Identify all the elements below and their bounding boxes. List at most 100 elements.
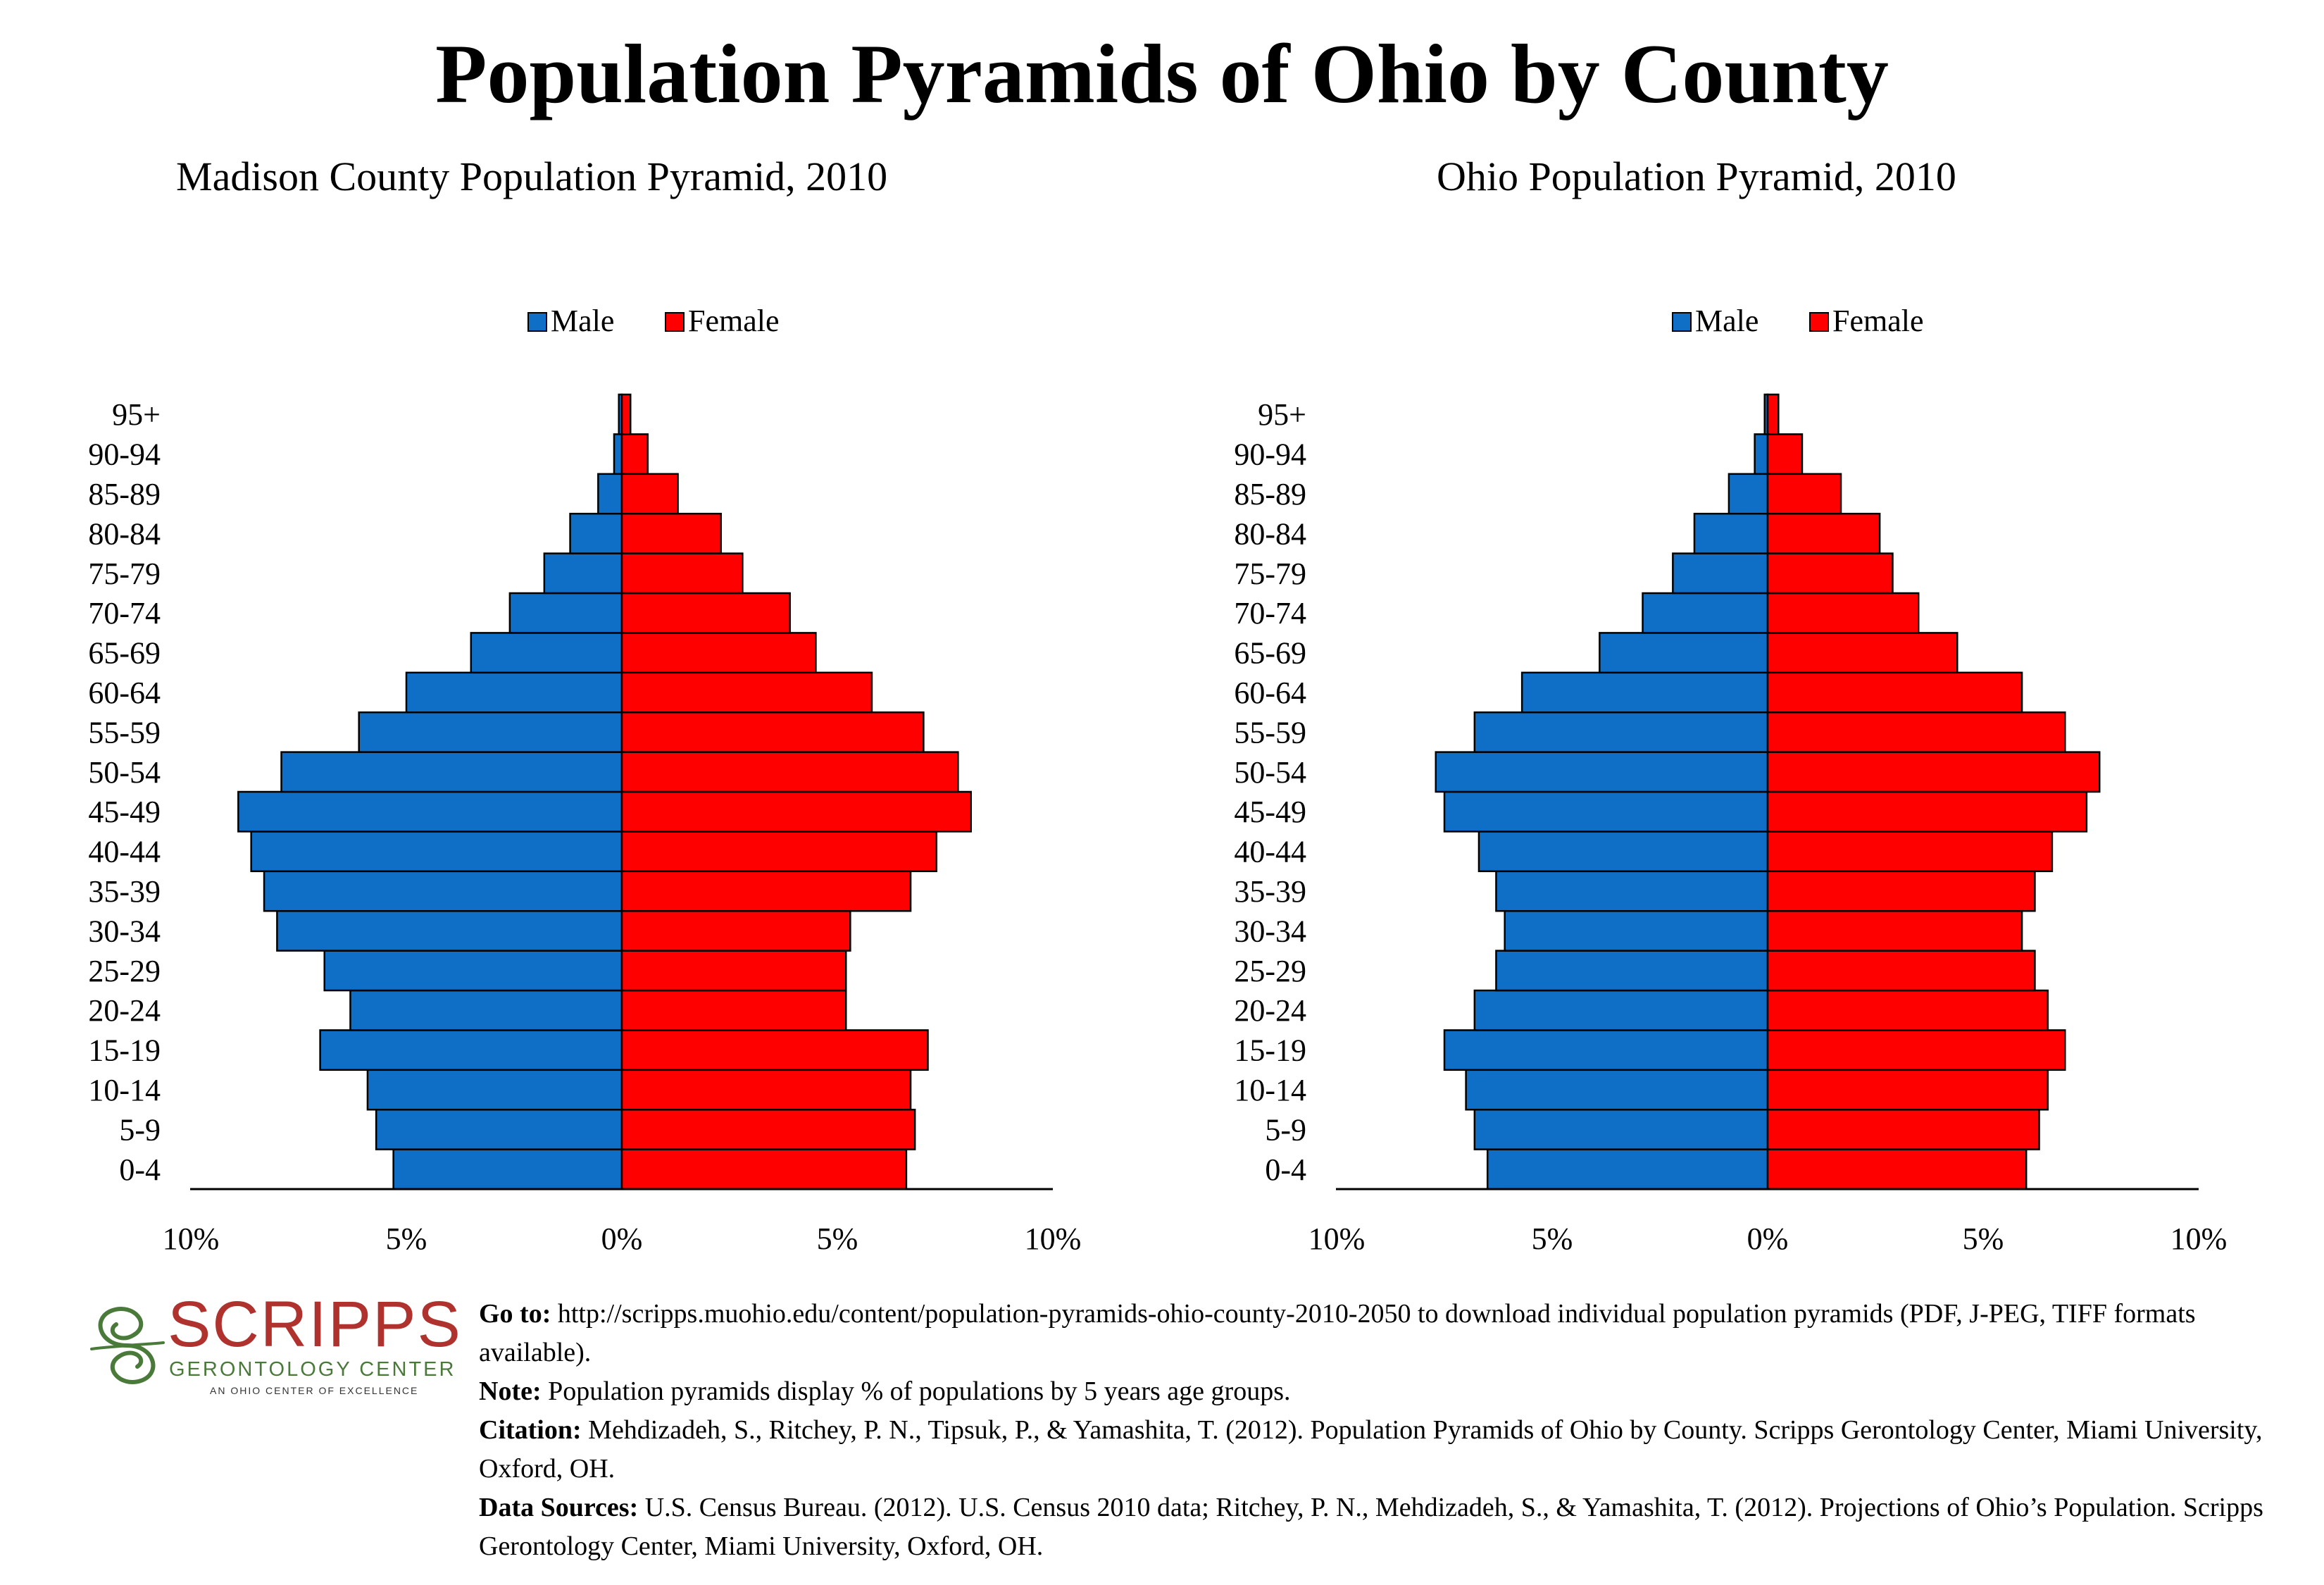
bar-female-60-64 <box>1766 671 2023 714</box>
bar-female-55-59 <box>1766 711 2066 753</box>
bar-female-60-64 <box>620 671 873 714</box>
bar-female-5-9 <box>620 1108 916 1150</box>
sources-line: Data Sources: U.S. Census Bureau. (2012)… <box>479 1488 2310 1566</box>
age-label-0-4: 0-4 <box>119 1152 161 1187</box>
age-label-45-49: 45-49 <box>88 795 161 829</box>
bar-male-55-59 <box>1473 711 1769 753</box>
bar-female-20-24 <box>1766 989 2049 1031</box>
note-text: Population pyramids display % of populat… <box>548 1376 1291 1406</box>
legend-label-male: Male <box>551 304 614 338</box>
age-label-35-39: 35-39 <box>88 874 161 909</box>
swirl-logo-icon <box>90 1307 165 1384</box>
legend-swatch-male <box>527 312 547 332</box>
age-label-60-64: 60-64 <box>1234 676 1306 710</box>
bar-female-25-29 <box>620 950 847 992</box>
bar-female-40-44 <box>620 831 938 873</box>
bar-male-5-9 <box>375 1108 623 1150</box>
bar-female-20-24 <box>620 989 847 1031</box>
citation-label: Citation: <box>479 1415 582 1445</box>
bar-female-85-89 <box>620 473 679 515</box>
goto-text: http://scripps.muohio.edu/content/popula… <box>479 1299 2196 1367</box>
x-tick-label: 5% <box>386 1222 427 1256</box>
legend-swatch-female <box>1809 312 1829 332</box>
bar-male-40-44 <box>250 831 623 873</box>
age-label-45-49: 45-49 <box>1234 795 1306 829</box>
citation-text: Mehdizadeh, S., Ritchey, P. N., Tipsuk, … <box>479 1415 2263 1484</box>
legend-label-male: Male <box>1695 304 1758 338</box>
bar-female-40-44 <box>1766 831 2054 873</box>
bar-male-35-39 <box>1495 870 1769 912</box>
bar-female-80-84 <box>1766 512 1881 554</box>
age-label-25-29: 25-29 <box>1234 954 1306 988</box>
age-label-40-44: 40-44 <box>1234 835 1306 869</box>
bar-male-60-64 <box>1520 671 1769 714</box>
bar-female-50-54 <box>620 751 959 793</box>
bar-female-35-39 <box>1766 870 2036 912</box>
age-label-80-84: 80-84 <box>1234 516 1306 551</box>
age-label-60-64: 60-64 <box>88 676 161 710</box>
bar-male-35-39 <box>263 870 623 912</box>
bar-female-75-79 <box>1766 552 1894 595</box>
bar-male-85-89 <box>597 473 623 515</box>
note-label: Note: <box>479 1376 542 1406</box>
bar-female-45-49 <box>1766 790 2088 833</box>
age-label-20-24: 20-24 <box>88 993 161 1028</box>
sources-label: Data Sources: <box>479 1493 639 1522</box>
age-label-65-69: 65-69 <box>1234 636 1306 671</box>
logo-subtitle: GERONTOLOGY CENTER <box>169 1358 456 1381</box>
bar-female-30-34 <box>1766 909 2023 952</box>
note-line: Note: Population pyramids display % of p… <box>479 1372 2310 1411</box>
x-tick-label: 5% <box>1532 1222 1573 1256</box>
bar-female-90-94 <box>620 433 649 476</box>
bar-male-40-44 <box>1478 831 1769 873</box>
age-label-10-14: 10-14 <box>88 1073 161 1107</box>
x-tick-label: 0% <box>1747 1222 1789 1256</box>
bar-female-50-54 <box>1766 751 2101 793</box>
x-tick-label: 10% <box>2170 1222 2228 1256</box>
age-label-50-54: 50-54 <box>1234 755 1306 790</box>
goto-line: Go to: http://scripps.muohio.edu/content… <box>479 1295 2310 1372</box>
logo-tagline: AN OHIO CENTER OF EXCELLENCE <box>210 1385 419 1396</box>
age-label-95+: 95+ <box>112 397 161 432</box>
scripps-logo: SCRIPPS GERONTOLOGY CENTER AN OHIO CENTE… <box>85 1289 461 1402</box>
bar-female-95+ <box>620 393 632 435</box>
age-label-90-94: 90-94 <box>1234 437 1306 472</box>
bar-female-85-89 <box>1766 473 1842 515</box>
age-label-20-24: 20-24 <box>1234 993 1306 1028</box>
bar-female-30-34 <box>620 909 851 952</box>
bar-female-35-39 <box>620 870 912 912</box>
page-title: Population Pyramids of Ohio by County <box>435 27 1889 120</box>
age-label-70-74: 70-74 <box>88 596 161 630</box>
bar-female-90-94 <box>1766 433 1804 476</box>
bar-female-0-4 <box>1766 1148 2028 1191</box>
bar-female-25-29 <box>1766 950 2036 992</box>
age-label-50-54: 50-54 <box>88 755 161 790</box>
ohio-pyramid-chart: Ohio Population Pyramid, 2010 Male Female 0… <box>1234 154 2228 1256</box>
age-label-75-79: 75-79 <box>88 557 161 591</box>
footer-notes: Go to: http://scripps.muohio.edu/content… <box>479 1295 2310 1566</box>
legend-swatch-male <box>1672 312 1692 332</box>
x-tick-label: 10% <box>1308 1222 1366 1256</box>
bar-male-5-9 <box>1473 1108 1769 1150</box>
age-label-0-4: 0-4 <box>1265 1152 1306 1187</box>
goto-label: Go to: <box>479 1299 551 1329</box>
age-label-80-84: 80-84 <box>88 516 161 551</box>
age-label-85-89: 85-89 <box>1234 477 1306 511</box>
bar-female-70-74 <box>620 592 791 634</box>
bar-female-70-74 <box>1766 592 1920 634</box>
age-label-85-89: 85-89 <box>88 477 161 511</box>
bar-male-70-74 <box>1642 592 1769 634</box>
bar-female-95+ <box>1766 393 1780 435</box>
age-label-30-34: 30-34 <box>1234 914 1306 948</box>
bar-male-45-49 <box>1443 790 1769 833</box>
citation-line: Citation: Mehdizadeh, S., Ritchey, P. N.… <box>479 1411 2310 1488</box>
bar-male-20-24 <box>1473 989 1769 1031</box>
age-label-55-59: 55-59 <box>88 715 161 750</box>
bar-female-65-69 <box>1766 632 1958 674</box>
bar-male-15-19 <box>1443 1029 1769 1071</box>
legend-label-female: Female <box>688 304 780 338</box>
x-tick-label: 0% <box>601 1222 643 1256</box>
age-label-10-14: 10-14 <box>1234 1073 1306 1107</box>
x-tick-label: 5% <box>1963 1222 2004 1256</box>
bar-male-30-34 <box>1504 909 1769 952</box>
